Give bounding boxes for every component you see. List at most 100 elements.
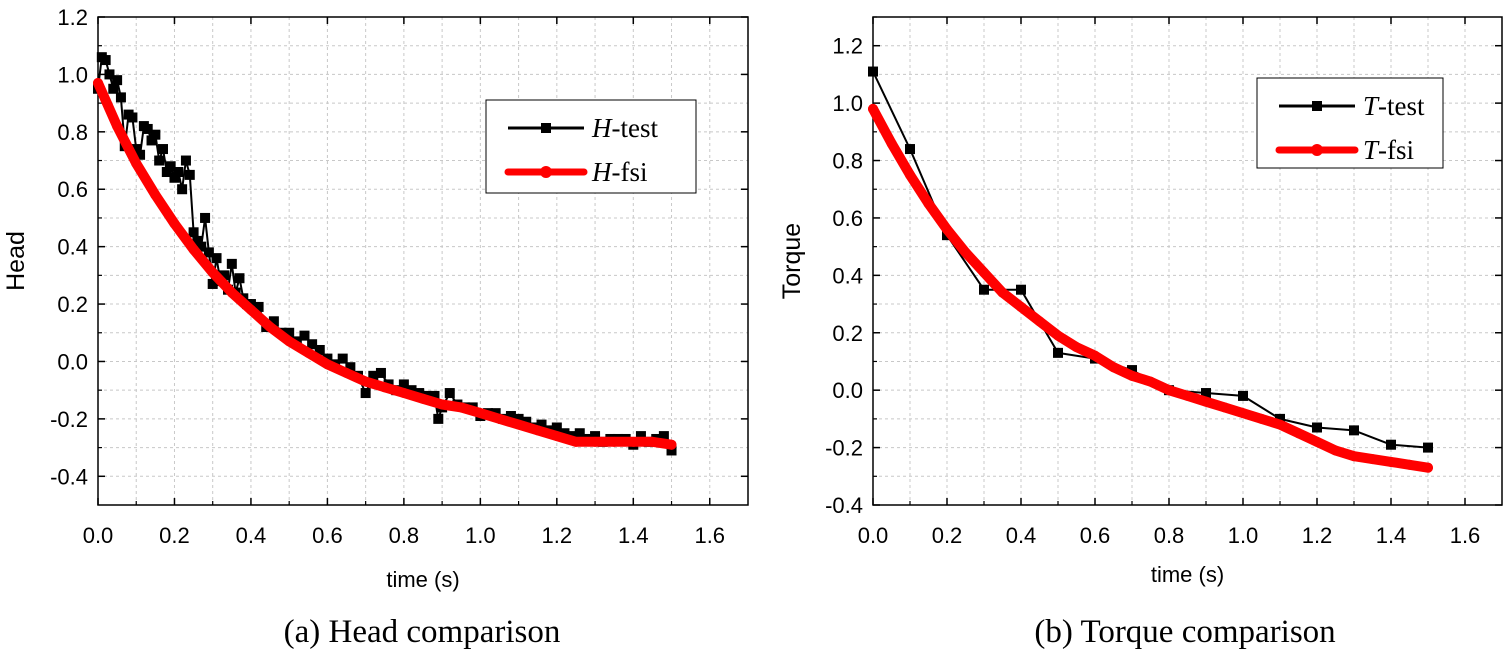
data-point <box>108 83 119 94</box>
data-point <box>551 431 562 442</box>
data-point <box>303 347 314 358</box>
x-tick-label: 1.6 <box>1450 523 1481 548</box>
data-point <box>628 436 639 447</box>
x-tick-label: 1.4 <box>1376 523 1407 548</box>
y-tick-label: 0.4 <box>832 263 863 288</box>
data-point <box>368 370 379 381</box>
data-point <box>112 121 123 132</box>
data-point <box>1108 362 1119 373</box>
data-point <box>169 172 180 183</box>
torque-chart: 0.0 0.2 0.4 0.6 0.8 1.0 1.2 1.4 1.6 -0.4 -0.2 0.0 0.… <box>778 16 1503 587</box>
y-tick-label: 0.8 <box>57 120 88 145</box>
legend-label: H-fsi <box>591 157 648 187</box>
data-point <box>180 155 191 166</box>
legend-label: H-test <box>591 113 658 143</box>
data-point <box>570 436 581 447</box>
data-point <box>1201 388 1211 399</box>
data-point <box>1312 422 1322 433</box>
data-point <box>505 411 516 422</box>
data-point <box>1238 390 1248 401</box>
data-point <box>494 413 505 424</box>
data-point <box>456 402 467 413</box>
legend-marker <box>540 166 552 178</box>
data-point <box>658 431 669 442</box>
x-tick-label: 0.0 <box>858 523 889 548</box>
data-point <box>536 419 547 430</box>
data-point <box>146 135 157 146</box>
data-point <box>905 144 915 155</box>
data-point <box>475 408 486 419</box>
data-point <box>337 353 348 364</box>
data-point <box>1053 330 1063 341</box>
data-point <box>1423 442 1433 453</box>
head-legend: H-test H-fsi <box>485 99 697 194</box>
y-tick-label: 1.0 <box>832 91 863 116</box>
y-tick-label: 0.6 <box>832 206 863 231</box>
data-point <box>245 304 256 315</box>
data-point <box>1164 385 1174 396</box>
data-point <box>1145 376 1156 387</box>
head-ticks: 0.0 0.2 0.4 0.6 0.8 1.0 1.2 1.4 1.6 -0.4 -0.2 0.0 0.… <box>50 5 748 548</box>
data-point <box>1238 408 1248 419</box>
data-point <box>609 436 620 447</box>
legend-label-variable: T <box>1363 135 1380 165</box>
data-point <box>1201 396 1211 407</box>
x-tick-label: 0.2 <box>932 523 963 548</box>
data-point <box>574 428 585 439</box>
y-tick-label: -0.2 <box>825 436 863 461</box>
data-point <box>165 161 176 172</box>
torque-plot-frame <box>872 16 1503 506</box>
data-point <box>196 241 207 252</box>
data-point <box>1034 316 1045 327</box>
x-tick-label: 1.0 <box>465 523 496 548</box>
data-point <box>1127 370 1137 381</box>
torque-ticks: 0.0 0.2 0.4 0.6 0.8 1.0 1.2 1.4 1.6 -0.4 -0.2 0.0 0.… <box>825 16 1502 548</box>
y-tick-label: 0.2 <box>57 292 88 317</box>
data-point <box>219 270 230 281</box>
data-point <box>635 431 646 442</box>
data-point <box>868 66 878 77</box>
x-tick-label: 1.2 <box>1302 523 1333 548</box>
data-point <box>1330 445 1341 456</box>
torque-y-axis-label: Torque <box>778 223 806 299</box>
data-point <box>307 339 318 350</box>
data-point <box>127 112 138 123</box>
data-point <box>1386 439 1396 450</box>
y-tick-label: 1.0 <box>57 62 88 87</box>
data-point <box>1256 413 1267 424</box>
x-tick-label: 0.0 <box>83 523 114 548</box>
legend-label-suffix: -test <box>1378 91 1425 121</box>
y-tick-label: 0.0 <box>832 378 863 403</box>
y-tick-label: 0.8 <box>832 149 863 174</box>
legend-label-suffix: -fsi <box>1378 135 1414 165</box>
data-point <box>429 390 440 401</box>
data-point <box>513 419 524 430</box>
data-point <box>437 399 448 410</box>
data-point <box>1367 454 1378 465</box>
data-point <box>314 344 325 355</box>
data-point <box>1423 462 1433 473</box>
data-point <box>268 316 279 327</box>
head-plot-frame <box>97 16 749 506</box>
data-point <box>184 169 195 180</box>
data-point <box>1293 428 1304 439</box>
data-point <box>100 55 111 66</box>
data-point <box>666 445 677 456</box>
data-point <box>979 267 989 278</box>
x-tick-label: 0.8 <box>389 523 420 548</box>
data-point <box>192 235 203 246</box>
caption-head-comparison: (a) Head comparison <box>284 614 561 650</box>
head-chart: 0.0 0.2 0.4 0.6 0.8 1.0 1.2 1.4 1.6 -0.4 -0.2 0.0 0.… <box>2 5 749 592</box>
data-point <box>979 284 989 295</box>
legend-label-variable: T <box>1363 91 1380 121</box>
caption-torque-comparison: (b) Torque comparison <box>1034 614 1335 650</box>
x-tick-label: 1.2 <box>542 523 573 548</box>
legend-marker <box>1311 144 1323 156</box>
legend-label-suffix: -fsi <box>612 157 648 187</box>
head-series-fsi <box>93 78 677 450</box>
data-point <box>115 92 126 103</box>
data-point <box>532 425 543 436</box>
head-y-axis-label: Head <box>2 231 30 291</box>
data-point <box>868 103 878 114</box>
data-point <box>960 247 971 258</box>
